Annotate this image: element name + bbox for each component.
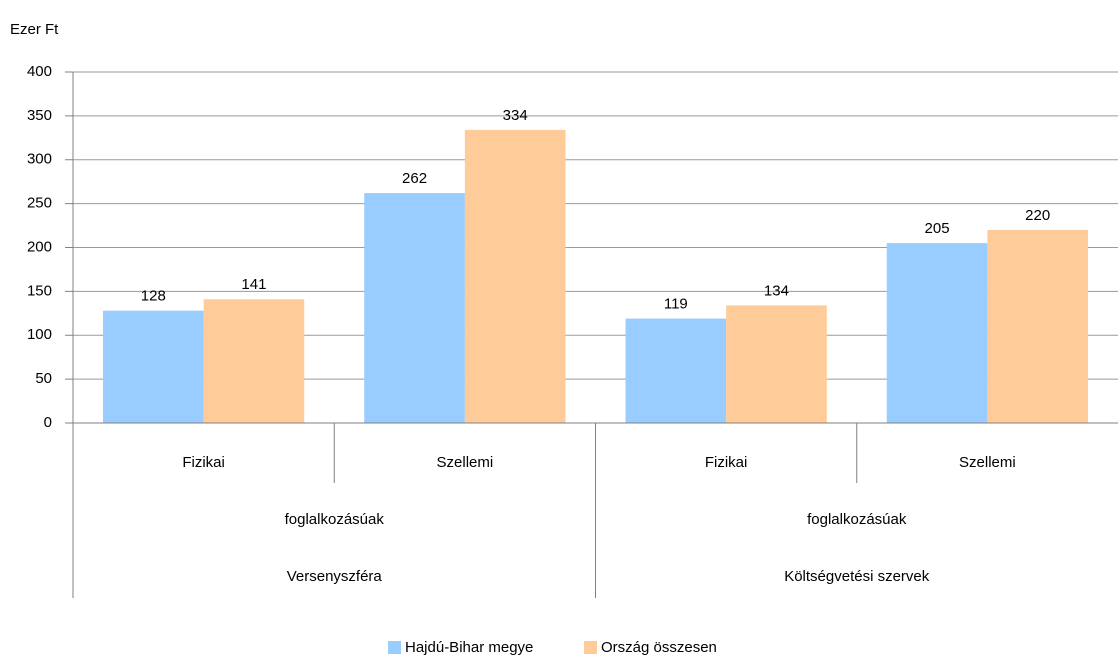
x-tick-label: Szellemi bbox=[437, 454, 494, 471]
legend-swatch bbox=[388, 641, 401, 654]
data-label: 141 bbox=[241, 276, 266, 293]
bar bbox=[987, 229, 1088, 423]
y-tick-label: 100 bbox=[27, 326, 52, 343]
data-label: 128 bbox=[141, 288, 166, 305]
y-tick-label: 350 bbox=[27, 107, 52, 124]
bar bbox=[103, 310, 204, 423]
y-tick-label: 250 bbox=[27, 195, 52, 212]
y-tick-label: 0 bbox=[44, 414, 52, 431]
x-tick-label: Fizikai bbox=[705, 454, 748, 471]
bar bbox=[726, 305, 827, 423]
data-label: 334 bbox=[503, 107, 528, 124]
bar bbox=[886, 243, 988, 423]
x-tick-label: Fizikai bbox=[182, 454, 225, 471]
y-tick-label: 400 bbox=[27, 63, 52, 80]
y-tick-label: 200 bbox=[27, 238, 52, 255]
legend-swatch bbox=[584, 641, 597, 654]
group-label: Költségvetési szervek bbox=[784, 568, 930, 585]
legend-label: Hajdú-Bihar megye bbox=[405, 639, 533, 656]
legend-label: Ország összesen bbox=[601, 639, 717, 656]
data-label: 205 bbox=[925, 220, 950, 237]
y-tick-label: 150 bbox=[27, 282, 52, 299]
data-label: 220 bbox=[1025, 207, 1050, 224]
data-label: 134 bbox=[764, 282, 789, 299]
bar bbox=[625, 318, 727, 423]
x-tick-label: Szellemi bbox=[959, 454, 1016, 471]
bar bbox=[203, 299, 305, 423]
data-label: 119 bbox=[664, 296, 688, 313]
data-label: 262 bbox=[402, 170, 427, 187]
bar bbox=[364, 193, 465, 423]
bar bbox=[464, 129, 566, 424]
group-label: Versenyszféra bbox=[287, 568, 383, 585]
group-sublabel: foglalkozásúak bbox=[807, 511, 907, 528]
y-tick-label: 50 bbox=[35, 370, 52, 387]
y-tick-label: 300 bbox=[27, 151, 52, 168]
group-sublabel: foglalkozásúak bbox=[285, 511, 385, 528]
y-axis-label: Ezer Ft bbox=[10, 21, 59, 38]
